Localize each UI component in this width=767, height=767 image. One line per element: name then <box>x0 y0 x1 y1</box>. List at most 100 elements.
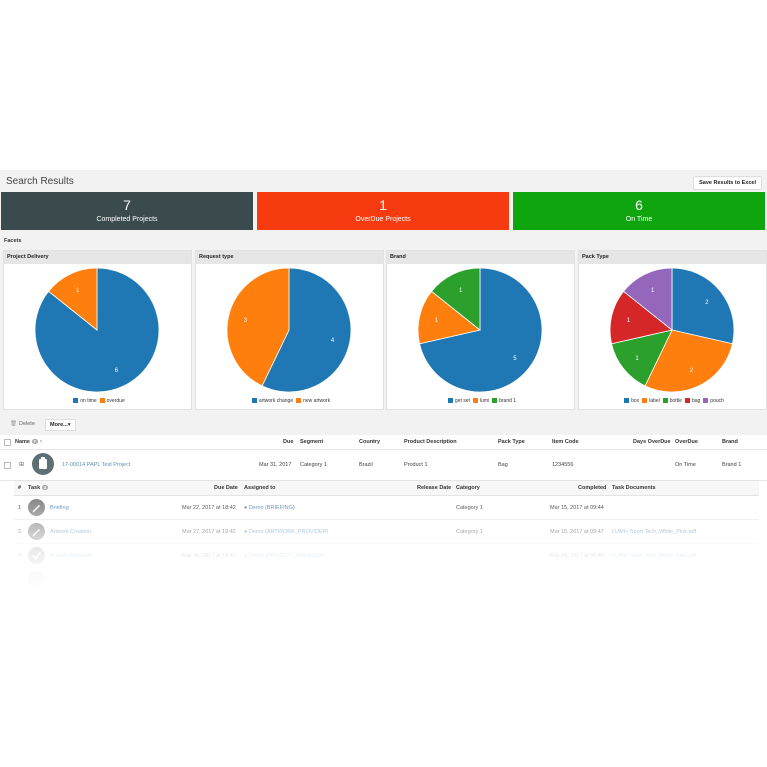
select-all-checkbox[interactable] <box>4 439 11 446</box>
col-completed[interactable]: Completed <box>578 485 607 491</box>
task-assignee[interactable]: ● Demo (PROJECT_MANAGER) <box>244 553 326 559</box>
project-overdue-status: On Time <box>675 462 696 468</box>
legend-item[interactable]: new artwork <box>293 398 330 404</box>
task-num: 2 <box>18 529 22 535</box>
task-row[interactable]: 3 Artwork Approval Mar 30, 2017 at 19:42… <box>14 544 759 568</box>
legend-label: bottle <box>669 398 682 404</box>
legend-item[interactable]: pouch <box>700 398 724 404</box>
task-row[interactable]: 1 Briefing Mar 22, 2017 at 18:42 ● Demo … <box>14 496 759 520</box>
chart-legend: on time overdue <box>4 398 191 404</box>
legend-item[interactable]: overdue <box>97 398 125 404</box>
panel-title: Project Delivery <box>4 251 191 264</box>
brand-pie[interactable]: 5 1 1 <box>387 265 574 395</box>
pie-slice-pouch[interactable] <box>622 267 673 331</box>
task-row[interactable] <box>14 568 759 591</box>
legend-item[interactable]: bag <box>682 398 700 404</box>
tile-value: 7 <box>123 197 131 213</box>
col-segment[interactable]: Segment <box>300 439 324 445</box>
pie-data-label: 1 <box>627 318 631 324</box>
task-document-link[interactable]: LUMI+ Sport Tech_White_Pink.pdf <box>612 529 697 535</box>
pack-type-panel: Pack Type 2 2 1 1 1 box label bottle bag pouch <box>578 250 767 410</box>
caret-down-icon: ▾ <box>67 422 71 428</box>
legend-item[interactable]: box <box>621 398 639 404</box>
overdue-projects-tile[interactable]: 1 OverDue Projects <box>257 192 509 230</box>
search-results-page: Search Results Save Results to Excel 7 C… <box>0 170 767 593</box>
col-overdue[interactable]: OverDue <box>675 439 698 445</box>
legend-label: pouch <box>710 398 724 404</box>
legend-item[interactable]: label <box>639 398 660 404</box>
legend-swatch <box>703 398 709 403</box>
legend-label: artwork change <box>258 398 294 404</box>
col-task-documents[interactable]: Task Documents <box>612 485 656 491</box>
task-row[interactable]: 2 Artwork Creation Mar 27, 2017 at 19:42… <box>14 520 759 544</box>
table-row[interactable]: ⊞ 17-00014 PAPL Test Project Mar 31, 201… <box>0 450 767 481</box>
col-task-num: # <box>18 485 22 491</box>
save-results-to-excel-button[interactable]: Save Results to Excel <box>693 176 762 190</box>
pie-data-label: 1 <box>651 288 655 294</box>
legend-swatch <box>99 398 105 403</box>
project-product-description: Product 1 <box>404 462 428 468</box>
tile-label: On Time <box>625 216 653 223</box>
legend-item[interactable]: on time <box>70 398 97 404</box>
sort-arrow-icon: ↑ <box>39 439 43 445</box>
pie-slice-lumi[interactable] <box>417 290 481 345</box>
col-release-date[interactable]: Release Date <box>417 485 452 491</box>
pie-slice-overdue[interactable] <box>47 267 98 331</box>
project-delivery-pie[interactable]: 61 <box>4 265 191 395</box>
col-product-description[interactable]: Product Description <box>404 439 457 445</box>
task-document-link[interactable]: LUMI+ Sport Tech_White_Pink.pdf <box>612 553 697 559</box>
task-completed: Mar 15, 2017 at 09:48 <box>550 553 604 559</box>
task-name-link[interactable]: Artwork Creation <box>50 529 91 535</box>
col-item-code[interactable]: Item Code <box>552 439 579 445</box>
project-brand: Brand 1 <box>722 462 742 468</box>
task-name-link[interactable]: Briefing <box>50 505 69 511</box>
expand-toggle-icon[interactable]: ⊞ <box>19 462 25 468</box>
pie-slice-box[interactable] <box>671 267 735 345</box>
pie-slice-bottle[interactable] <box>611 329 673 387</box>
pie-slice-label[interactable] <box>644 329 733 393</box>
col-days-overdue[interactable]: Days OverDue <box>633 439 671 445</box>
project-country: Brazil <box>359 462 373 468</box>
col-country[interactable]: Country <box>359 439 381 445</box>
pie-slice-brand-1[interactable] <box>430 267 481 331</box>
tile-value: 6 <box>635 197 643 213</box>
legend-label: label <box>649 398 660 404</box>
count-badge: 4 <box>41 485 49 490</box>
pack-type-pie[interactable]: 2 2 1 1 1 <box>579 265 766 395</box>
legend-item[interactable]: bottle <box>660 398 682 404</box>
legend-swatch <box>472 398 478 403</box>
delete-button[interactable]: 🗑 Delete <box>10 421 35 427</box>
request-type-pie[interactable]: 43 <box>196 265 383 395</box>
more-dropdown-button[interactable]: More...▾ <box>45 419 76 431</box>
col-category[interactable]: Category <box>456 485 480 491</box>
check-icon <box>28 547 45 564</box>
col-due-date[interactable]: Due Date <box>214 485 238 491</box>
col-assigned-to[interactable]: Assigned to <box>244 485 276 491</box>
pie-slice-artwork-change[interactable] <box>261 267 352 393</box>
legend-item[interactable]: artwork change <box>249 398 293 404</box>
task-num: 3 <box>18 553 22 559</box>
legend-item[interactable]: brand 1 <box>489 398 516 404</box>
on-time-tile[interactable]: 6 On Time <box>513 192 765 230</box>
pie-data-label: 1 <box>435 318 439 324</box>
task-assignee[interactable]: ● Demo (BRIEFING) <box>244 505 295 511</box>
col-brand[interactable]: Brand <box>722 439 738 445</box>
task-assignee[interactable]: ● Demo (ARTWORK_PROVIDER) <box>244 529 329 535</box>
pie-slice-bag[interactable] <box>609 290 673 345</box>
pie-slice-new-artwork[interactable] <box>226 267 290 387</box>
task-name-link[interactable]: Artwork Approval <box>50 553 92 559</box>
legend-item[interactable]: get set <box>445 398 470 404</box>
task-completed: Mar 15, 2017 at 09:44 <box>550 505 604 511</box>
legend-label: overdue <box>106 398 125 404</box>
completed-projects-tile[interactable]: 7 Completed Projects <box>1 192 253 230</box>
pie-slice-get-set[interactable] <box>419 267 543 393</box>
legend-label: brand 1 <box>499 398 517 404</box>
task-due-date: Mar 27, 2017 at 19:42 <box>182 529 236 535</box>
legend-item[interactable]: lumi <box>470 398 489 404</box>
project-name-link[interactable]: 17-00014 PAPL Test Project <box>62 462 131 468</box>
col-pack-type[interactable]: Pack Type <box>498 439 525 445</box>
row-checkbox[interactable] <box>4 462 11 469</box>
col-due[interactable]: Due <box>283 439 294 445</box>
col-name[interactable]: Name 7 ↑ <box>15 439 43 445</box>
col-task[interactable]: Task 4 <box>28 485 49 491</box>
